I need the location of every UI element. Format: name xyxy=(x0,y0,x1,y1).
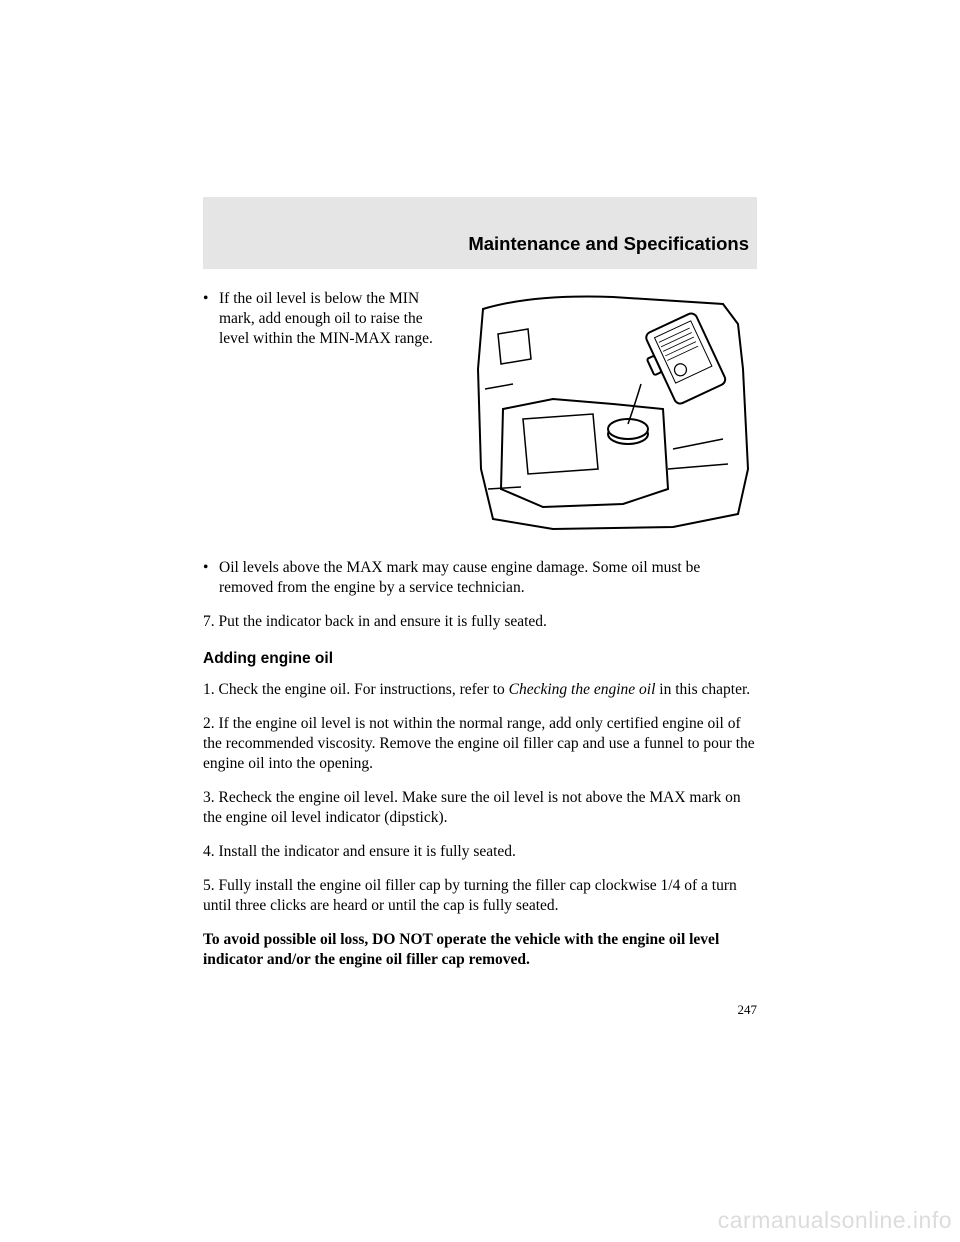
engine-oil-illustration xyxy=(469,289,757,534)
step-2: 2. If the engine oil level is not within… xyxy=(203,714,757,774)
bullet-with-illustration: • If the oil level is below the MIN mark… xyxy=(203,289,757,534)
section-title: Maintenance and Specifications xyxy=(468,233,749,255)
bullet1-text: If the oil level is below the MIN mark, … xyxy=(219,289,451,534)
step1-italic: Checking the engine oil xyxy=(509,681,656,698)
bullet-row-2: • Oil levels above the MAX mark may caus… xyxy=(203,558,757,598)
step-7: 7. Put the indicator back in and ensure … xyxy=(203,612,757,632)
watermark: carmanualsonline.info xyxy=(718,1207,952,1234)
section-header-bar: Maintenance and Specifications xyxy=(203,197,757,269)
bullet2-text: Oil levels above the MAX mark may cause … xyxy=(219,558,757,598)
step-3: 3. Recheck the engine oil level. Make su… xyxy=(203,788,757,828)
bullet-icon: • xyxy=(203,289,213,534)
step-1: 1. Check the engine oil. For instruction… xyxy=(203,680,757,700)
oil-bottle xyxy=(637,312,727,409)
step-4: 4. Install the indicator and ensure it i… xyxy=(203,842,757,862)
step-5: 5. Fully install the engine oil filler c… xyxy=(203,876,757,916)
subheading-adding-oil: Adding engine oil xyxy=(203,650,757,668)
bullet-icon: • xyxy=(203,558,213,598)
warning-text: To avoid possible oil loss, DO NOT opera… xyxy=(203,930,757,970)
step1-part-a: 1. Check the engine oil. For instruction… xyxy=(203,681,509,698)
bullet-row-1: • If the oil level is below the MIN mark… xyxy=(203,289,451,534)
page-number: 247 xyxy=(738,1002,758,1018)
page-content: Maintenance and Specifications • If the … xyxy=(203,0,757,970)
step1-part-b: in this chapter. xyxy=(655,681,750,698)
